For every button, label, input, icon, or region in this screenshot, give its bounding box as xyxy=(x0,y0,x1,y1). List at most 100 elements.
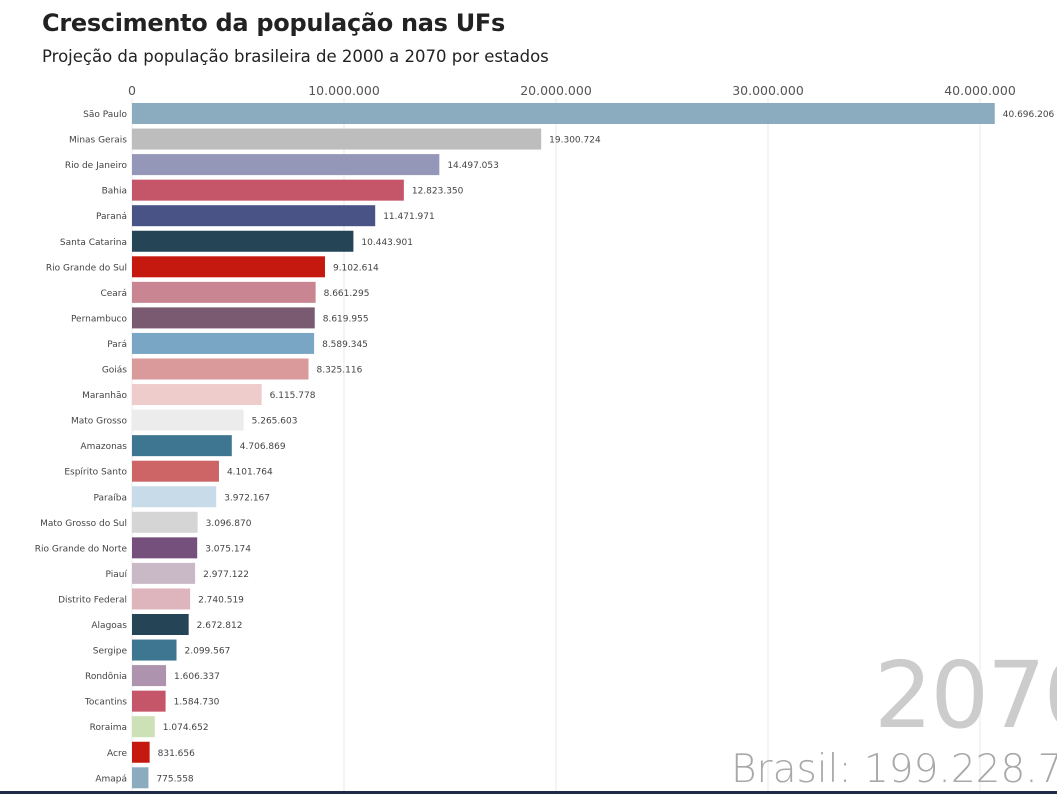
bar-row: Paraíba 3.972.167 xyxy=(94,486,270,508)
value-label: 2.099.567 xyxy=(185,647,231,657)
chart-subtitle: Projeção da população brasileira de 2000… xyxy=(42,47,549,66)
bar-row: Goiás 8.325.116 xyxy=(102,358,363,380)
bottom-border xyxy=(0,791,1057,794)
bar-row: Ceará 8.661.295 xyxy=(100,281,370,303)
value-label: 8.661.295 xyxy=(324,289,370,299)
bar-row: Espírito Santo 4.101.764 xyxy=(64,460,273,482)
x-tick-label: 10.000.000 xyxy=(308,83,380,98)
category-label: Alagoas xyxy=(91,621,127,631)
bar-row: Roraima 1.074.652 xyxy=(90,716,209,738)
category-label: Roraima xyxy=(90,723,127,733)
value-label: 40.696.206 xyxy=(1003,110,1055,120)
category-label: Espírito Santo xyxy=(64,468,127,478)
bar xyxy=(132,332,315,354)
bar-row: Pará 8.589.345 xyxy=(107,332,368,354)
category-label: Distrito Federal xyxy=(58,595,127,605)
bar xyxy=(132,256,325,278)
x-tick-label: 20.000.000 xyxy=(520,83,592,98)
bar xyxy=(132,435,232,457)
category-label: Pará xyxy=(107,340,127,350)
bar xyxy=(132,384,262,406)
bar xyxy=(132,128,542,150)
value-label: 6.115.778 xyxy=(270,391,316,401)
bar-row: Piauí 2.977.122 xyxy=(106,562,249,584)
value-label: 19.300.724 xyxy=(549,136,601,146)
bar xyxy=(132,767,149,789)
bar-row: Maranhão 6.115.778 xyxy=(82,384,316,406)
category-label: Mato Grosso do Sul xyxy=(40,519,127,529)
category-label: Rio Grande do Norte xyxy=(35,544,128,554)
category-label: Rio Grande do Sul xyxy=(46,263,127,273)
value-label: 14.497.053 xyxy=(447,161,499,171)
category-label: Amazonas xyxy=(80,442,127,452)
x-tick-label: 40.000.000 xyxy=(944,83,1016,98)
bar-row: Mato Grosso do Sul 3.096.870 xyxy=(40,511,252,533)
bar-row: Alagoas 2.672.812 xyxy=(91,614,242,635)
value-label: 8.589.345 xyxy=(322,340,368,350)
bars: São Paulo 40.696.206 Minas Gerais 19.300.72… xyxy=(35,103,1055,789)
bar-row: Rio de Janeiro 14.497.053 xyxy=(65,154,499,176)
bar-row: Pernambuco 8.619.955 xyxy=(71,307,369,329)
value-label: 3.075.174 xyxy=(205,544,251,554)
value-label: 2.672.812 xyxy=(197,621,243,631)
category-label: Paraíba xyxy=(94,493,127,503)
category-label: Rondônia xyxy=(85,671,127,682)
category-label: Mato Grosso xyxy=(71,417,128,427)
category-label: Sergipe xyxy=(93,647,128,657)
bar xyxy=(132,716,155,738)
value-label: 1.606.337 xyxy=(174,672,220,682)
bar xyxy=(132,511,198,533)
bar xyxy=(132,154,440,176)
bar-row: Tocantins 1.584.730 xyxy=(84,690,220,712)
value-label: 775.558 xyxy=(156,774,193,784)
category-label: Minas Gerais xyxy=(69,136,127,146)
bar xyxy=(132,562,196,584)
category-label: Pernambuco xyxy=(71,314,128,324)
chart-title: Crescimento da população nas UFs xyxy=(42,9,505,37)
value-label: 2.977.122 xyxy=(203,570,249,580)
value-label: 1.074.652 xyxy=(163,723,209,733)
value-label: 3.972.167 xyxy=(224,493,270,503)
bar xyxy=(132,103,995,124)
x-tick-label: 0 xyxy=(128,83,136,98)
bar-row: Santa Catarina 10.443.901 xyxy=(60,230,413,252)
value-label: 2.740.519 xyxy=(198,595,244,605)
category-label: Amapá xyxy=(95,774,127,784)
bar xyxy=(132,230,354,252)
bar-row: Bahia 12.823.350 xyxy=(102,179,464,201)
category-label: Acre xyxy=(107,749,127,759)
value-label: 4.101.764 xyxy=(227,468,273,478)
category-label: Maranhão xyxy=(82,391,127,401)
bar-row: Acre 831.656 xyxy=(107,741,195,763)
value-label: 9.102.614 xyxy=(333,263,379,273)
value-label: 10.443.901 xyxy=(361,238,413,248)
value-label: 8.325.116 xyxy=(316,366,362,376)
x-axis-ticks: 0 10.000.000 20.000.000 30.000.000 40.000.00… xyxy=(128,83,1016,98)
category-label: Piauí xyxy=(106,570,128,580)
bar-row: Amapá 775.558 xyxy=(95,767,194,789)
bar xyxy=(132,537,198,559)
category-label: Santa Catarina xyxy=(60,238,127,248)
value-label: 5.265.603 xyxy=(252,417,298,427)
bar xyxy=(132,409,244,431)
bar-row: Rio Grande do Sul 9.102.614 xyxy=(46,256,379,278)
bar xyxy=(132,281,316,303)
category-label: São Paulo xyxy=(83,110,127,120)
bar-row: Minas Gerais 19.300.724 xyxy=(69,128,601,150)
bar xyxy=(132,358,309,380)
bar-row: Mato Grosso 5.265.603 xyxy=(71,409,298,431)
category-label: Rio de Janeiro xyxy=(65,161,128,171)
value-label: 11.471.971 xyxy=(383,212,435,222)
value-label: 12.823.350 xyxy=(412,187,464,197)
bar-row: Distrito Federal 2.740.519 xyxy=(58,588,244,610)
category-label: Tocantins xyxy=(84,698,127,708)
bar-row: Sergipe 2.099.567 xyxy=(93,639,231,661)
x-tick-label: 30.000.000 xyxy=(732,83,804,98)
bar xyxy=(132,588,191,610)
category-label: Goiás xyxy=(102,366,127,376)
value-label: 8.619.955 xyxy=(323,314,369,324)
current-year-label: 2070 xyxy=(874,642,1057,749)
value-label: 831.656 xyxy=(158,749,195,759)
bar-row: Rio Grande do Norte 3.075.174 xyxy=(35,537,251,559)
